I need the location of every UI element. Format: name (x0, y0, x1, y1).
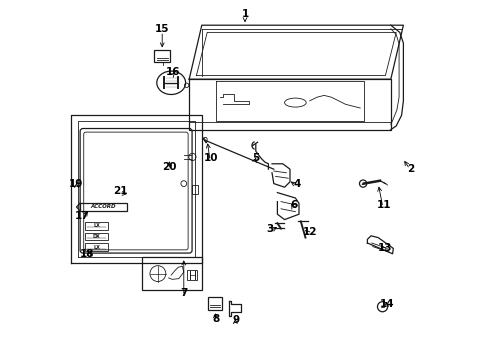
Text: 19: 19 (69, 179, 83, 189)
Bar (85, 222, 108, 230)
Text: 20: 20 (162, 162, 177, 172)
Text: 21: 21 (114, 186, 128, 196)
Text: 8: 8 (213, 314, 220, 324)
Text: 9: 9 (232, 315, 240, 325)
Text: 2: 2 (407, 164, 414, 174)
Bar (192, 185, 198, 194)
Text: 13: 13 (378, 243, 392, 253)
Text: 12: 12 (302, 227, 317, 237)
Text: 5: 5 (252, 153, 259, 163)
Text: 11: 11 (376, 200, 391, 210)
Text: LX: LX (93, 223, 100, 228)
Text: 7: 7 (180, 288, 188, 298)
Bar (85, 233, 108, 240)
Text: 18: 18 (80, 249, 95, 259)
Text: ACCORD: ACCORD (91, 204, 116, 210)
Bar (85, 243, 108, 251)
Bar (208, 297, 222, 310)
Text: 3: 3 (267, 224, 274, 234)
Text: 6: 6 (290, 200, 297, 210)
Text: DX: DX (93, 234, 100, 239)
Text: 14: 14 (380, 299, 394, 309)
Text: 1: 1 (242, 9, 248, 19)
Text: 17: 17 (75, 211, 90, 221)
Text: 4: 4 (294, 179, 301, 189)
Bar (80, 203, 127, 211)
Text: 10: 10 (203, 153, 218, 163)
Bar (187, 270, 197, 280)
Bar (143, 257, 202, 290)
Text: LX: LX (93, 245, 100, 250)
Text: 16: 16 (166, 67, 180, 77)
Bar (154, 50, 171, 62)
Text: 15: 15 (155, 24, 170, 34)
